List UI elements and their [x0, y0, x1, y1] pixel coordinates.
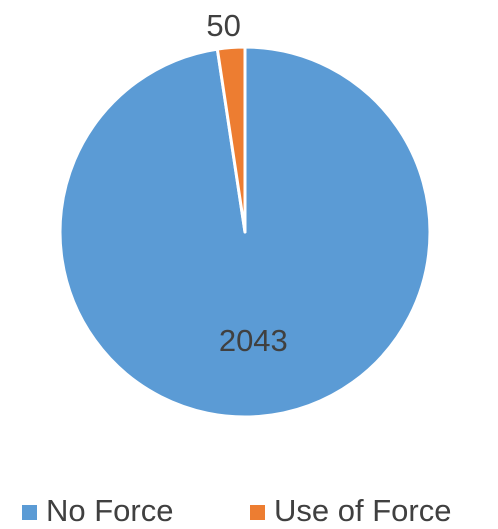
data-labels: 2043 50	[206, 8, 287, 358]
legend-label: Use of Force	[274, 493, 451, 528]
legend-swatch	[250, 505, 265, 520]
data-label: 2043	[219, 323, 288, 358]
data-label: 50	[206, 8, 240, 43]
legend-swatch	[22, 505, 37, 520]
legend-label: No Force	[46, 493, 173, 528]
pie-slice	[215, 45, 247, 234]
pie	[58, 45, 432, 419]
legend: No Force Use of Force	[22, 493, 451, 528]
